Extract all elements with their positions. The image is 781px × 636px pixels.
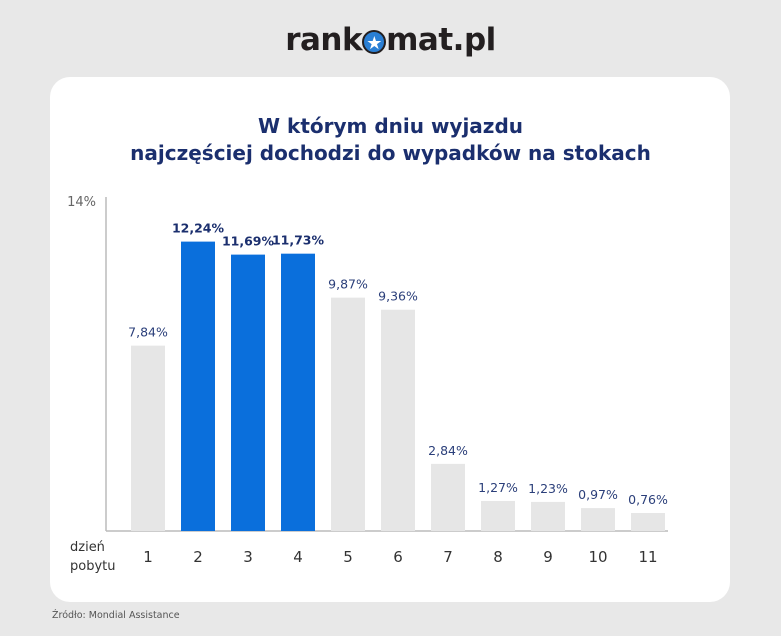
- x-axis-label: dzień: [70, 540, 105, 555]
- x-tick-label: 7: [443, 548, 453, 566]
- x-tick-label: 9: [543, 548, 553, 566]
- x-tick-label: 3: [243, 548, 253, 566]
- x-tick-label: 10: [588, 548, 607, 566]
- bar: [231, 254, 265, 532]
- x-tick-label: 6: [393, 548, 403, 566]
- data-label: 2,84%: [428, 443, 468, 458]
- bar: [481, 500, 515, 531]
- x-tick-label: 11: [638, 548, 657, 566]
- data-label: 12,24%: [172, 221, 225, 236]
- title-line-2: najczęściej dochodzi do wypadków na stok…: [130, 141, 651, 165]
- data-label: 11,73%: [272, 233, 325, 248]
- x-tick-label: 8: [493, 548, 503, 566]
- data-label: 0,76%: [628, 492, 668, 507]
- rankomat-logo: rank ★ mat.pl: [285, 22, 496, 58]
- data-label: 1,27%: [478, 480, 518, 495]
- bar: [281, 253, 315, 531]
- bar: [331, 297, 365, 531]
- bar: [581, 508, 615, 531]
- x-tick-label: 1: [143, 548, 153, 566]
- x-tick-label: 2: [193, 548, 203, 566]
- chart-title: W którym dniu wyjazdu najczęściej dochod…: [0, 113, 781, 167]
- star-icon: ★: [362, 30, 387, 54]
- bar: [181, 241, 215, 531]
- bar: [431, 463, 465, 531]
- y-tick-label: 14%: [67, 195, 96, 210]
- x-tick-label: 5: [343, 548, 353, 566]
- bar: [381, 309, 415, 531]
- title-line-1: W którym dniu wyjazdu: [258, 114, 523, 138]
- data-label: 9,87%: [328, 277, 368, 292]
- bar: [131, 345, 165, 531]
- data-label: 1,23%: [528, 481, 568, 496]
- data-label: 11,69%: [222, 234, 275, 249]
- data-label: 9,36%: [378, 289, 418, 304]
- source-note: Źródło: Mondial Assistance: [52, 610, 180, 621]
- data-label: 0,97%: [578, 487, 618, 502]
- x-tick-label: 4: [293, 548, 303, 566]
- data-label: 7,84%: [128, 325, 168, 340]
- bar: [531, 501, 565, 531]
- bar: [631, 513, 665, 531]
- x-axis-label: pobytu: [70, 559, 116, 574]
